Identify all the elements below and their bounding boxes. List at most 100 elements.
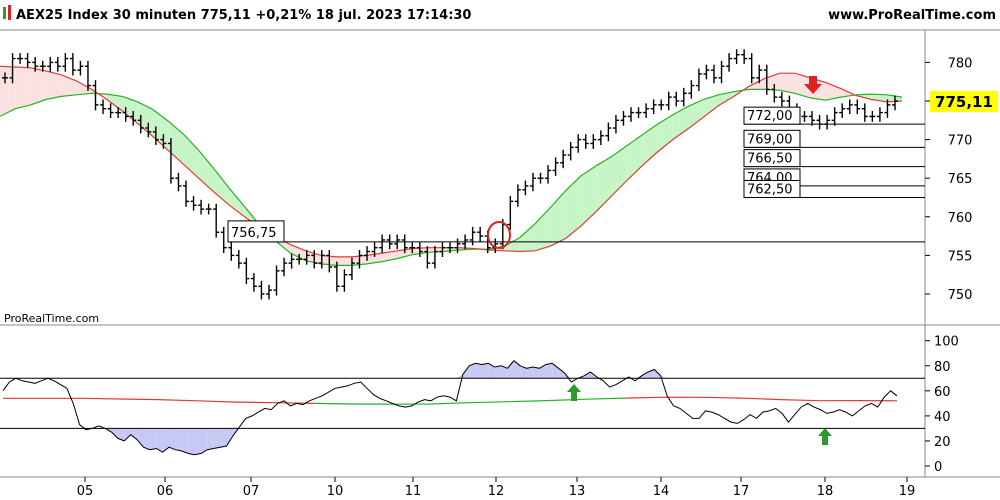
header: AEX25 Index 30 minuten 775,11 +0,21% 18 … bbox=[3, 5, 996, 23]
ohlc-bar bbox=[665, 91, 672, 111]
ohlc-bar bbox=[575, 134, 582, 153]
cloud-segment bbox=[290, 244, 306, 261]
cloud-segment bbox=[107, 94, 123, 111]
oscillator-oversold-fill bbox=[149, 428, 157, 450]
site-label: www.ProRealTime.com bbox=[828, 8, 996, 23]
time-tick-label: 19 bbox=[899, 484, 916, 499]
cloud-segment bbox=[30, 67, 46, 105]
ohlc-bar bbox=[650, 99, 657, 115]
ohlc-bar bbox=[273, 265, 280, 296]
ohlc-bar bbox=[311, 249, 318, 269]
ohlc-bar bbox=[582, 134, 589, 149]
up-arrow-icon-2 bbox=[818, 428, 832, 445]
ohlc-bar bbox=[303, 249, 310, 265]
ohlc-bar bbox=[529, 172, 536, 192]
ohlc-bar bbox=[348, 257, 355, 281]
ohlc-bar bbox=[213, 203, 220, 238]
time-tick-label: 13 bbox=[569, 484, 586, 499]
ohlc-bar bbox=[401, 234, 408, 254]
ohlc-bar bbox=[9, 53, 16, 84]
ohlc-bar bbox=[680, 87, 687, 107]
cloud-segment bbox=[15, 67, 31, 109]
ohlc-bar bbox=[39, 60, 46, 72]
ohlc-bar bbox=[145, 122, 152, 138]
ohlc-bar bbox=[809, 111, 816, 126]
ohlc-bar bbox=[673, 91, 680, 107]
cloud-segment bbox=[214, 168, 230, 206]
cloud-segment bbox=[305, 250, 322, 264]
price-tick-label: 750 bbox=[948, 288, 973, 303]
cloud-segment bbox=[749, 78, 765, 90]
oscillator-oversold-fill bbox=[200, 428, 208, 454]
cloud-segment bbox=[366, 253, 383, 264]
oscillator-oversold-fill bbox=[188, 428, 195, 455]
ohlc-bar bbox=[24, 53, 31, 68]
level-label-box bbox=[743, 180, 801, 198]
ohlc-bar bbox=[560, 149, 567, 169]
oscillator-oversold-fill bbox=[194, 428, 201, 455]
cloud-segment bbox=[504, 237, 520, 252]
ohlc-bar bbox=[160, 134, 167, 149]
oscillator-ma-line bbox=[313, 397, 625, 405]
ohlc-bar bbox=[778, 91, 785, 107]
time-tick-label: 12 bbox=[488, 484, 505, 499]
ohlc-bar bbox=[658, 99, 665, 111]
watermark: ProRealTime.com bbox=[4, 312, 99, 325]
oscillator-overbought-fill bbox=[533, 367, 540, 379]
ohlc-bar bbox=[281, 257, 288, 277]
cloud-segment bbox=[61, 74, 77, 97]
ohlc-bar bbox=[854, 99, 861, 115]
ohlc-bar bbox=[703, 64, 710, 80]
ohlc-bar bbox=[741, 49, 748, 64]
cloud-segment bbox=[703, 94, 719, 118]
ohlc-bar bbox=[454, 238, 461, 254]
ohlc-bar bbox=[718, 60, 725, 84]
oscillator-oversold-fill bbox=[169, 428, 176, 450]
cloud-segment bbox=[198, 150, 214, 193]
ohlc-bar bbox=[801, 111, 808, 122]
level-label-box bbox=[743, 149, 801, 168]
oscillator-oversold-fill bbox=[143, 428, 150, 450]
price-tick-label: 765 bbox=[948, 172, 973, 187]
oscillator-tick-label: 40 bbox=[934, 410, 951, 425]
oscillator-tick-label: 0 bbox=[934, 460, 942, 475]
oscillator-oversold-fill bbox=[175, 428, 182, 451]
ohlc-bar bbox=[62, 53, 69, 72]
oscillator-overbought-fill bbox=[501, 365, 508, 379]
ohlc-bar bbox=[447, 242, 453, 254]
time-tick-label: 17 bbox=[733, 484, 750, 499]
ohlc-bar bbox=[628, 107, 635, 122]
ohlc-bar bbox=[379, 234, 386, 254]
ohlc-bar bbox=[175, 172, 182, 192]
ohlc-bar bbox=[220, 226, 227, 254]
ohlc-bar bbox=[152, 126, 159, 146]
last-price-badge-box bbox=[930, 91, 998, 112]
ohlc-bar bbox=[130, 111, 137, 126]
level-label: 766,50 bbox=[747, 152, 793, 167]
oscillator-overbought-fill bbox=[469, 363, 476, 379]
ohlc-bar bbox=[137, 114, 144, 134]
ohlc-bar bbox=[341, 269, 348, 292]
ohlc-bar bbox=[839, 103, 846, 118]
ohlc-bar bbox=[643, 103, 650, 118]
ohlc-bar bbox=[250, 273, 257, 292]
oscillator-oversold-fill bbox=[181, 428, 189, 454]
ohlc-bar bbox=[477, 226, 484, 242]
ohlc-bar bbox=[756, 64, 763, 84]
oscillator-overbought-fill bbox=[526, 367, 534, 379]
ohlc-bar bbox=[92, 80, 99, 111]
ohlc-bar bbox=[816, 114, 823, 130]
cloud-segment bbox=[519, 223, 536, 252]
time-tick-label: 10 bbox=[327, 484, 344, 499]
oscillator-oversold-fill bbox=[130, 428, 138, 440]
ohlc-bar bbox=[439, 242, 446, 257]
ohlc-bar bbox=[107, 103, 114, 118]
cloud-segment bbox=[825, 82, 841, 101]
ohlc-bar bbox=[69, 53, 76, 76]
ohlc-bar bbox=[688, 80, 695, 99]
ohlc-bar bbox=[514, 184, 521, 207]
oscillator-oversold-fill bbox=[124, 428, 131, 441]
